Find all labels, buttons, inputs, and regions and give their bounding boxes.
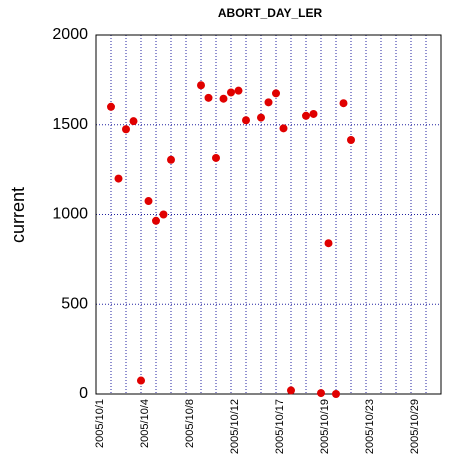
point xyxy=(129,117,138,126)
x-tick-label: 2005/10/12 xyxy=(229,399,241,454)
point xyxy=(242,116,250,125)
y-tick-label: 2000 xyxy=(52,26,88,43)
y-tick-label: 1000 xyxy=(52,206,88,223)
x-tick-label: 2005/10/17 xyxy=(274,399,286,454)
point xyxy=(227,88,235,97)
point xyxy=(309,109,318,118)
y-tick-label: 500 xyxy=(61,295,88,312)
point xyxy=(317,389,325,398)
x-tick-label: 2005/10/19 xyxy=(319,399,331,454)
y-axis-label: current xyxy=(8,187,28,243)
point xyxy=(152,216,160,225)
point xyxy=(279,124,288,133)
point xyxy=(122,125,130,134)
x-tick-label: 2005/10/23 xyxy=(364,399,376,454)
point xyxy=(302,111,310,120)
chart-title: ABORT_DAY_LER xyxy=(218,6,323,20)
point xyxy=(137,376,145,385)
x-tick-label: 2005/10/1 xyxy=(94,399,106,448)
x-tick-label: 2005/10/8 xyxy=(184,399,196,448)
point xyxy=(159,210,168,219)
y-tick-label: 1500 xyxy=(52,116,88,133)
point xyxy=(347,136,355,145)
point xyxy=(324,239,333,248)
point xyxy=(114,174,123,183)
y-tick-label: 0 xyxy=(79,385,88,402)
point xyxy=(234,86,243,95)
point xyxy=(219,94,228,103)
plot-frame xyxy=(95,34,442,395)
point xyxy=(197,81,205,90)
point xyxy=(287,386,295,395)
point xyxy=(264,98,273,107)
point xyxy=(204,93,213,102)
point xyxy=(167,155,175,164)
x-tick-label: 2005/10/4 xyxy=(139,399,151,448)
point xyxy=(332,390,340,398)
x-tick-label: 2005/10/29 xyxy=(409,399,421,454)
point xyxy=(257,113,265,122)
point xyxy=(107,102,115,111)
point xyxy=(212,153,220,162)
point xyxy=(339,99,348,108)
point xyxy=(144,197,153,206)
point xyxy=(272,89,280,98)
